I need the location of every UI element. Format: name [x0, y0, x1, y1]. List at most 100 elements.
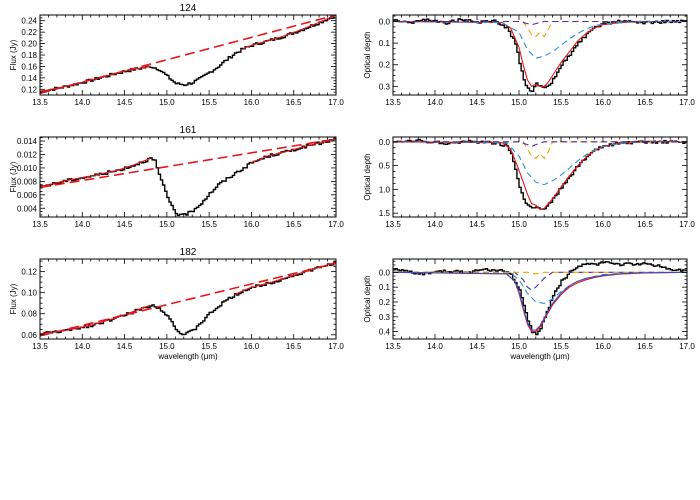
flux-161-frame	[39, 136, 337, 218]
tau-124-xtick-label: 15.5	[553, 98, 569, 107]
flux-124-xtick-label: 15.5	[201, 98, 217, 107]
flux-124-ytick-label: 0.12	[21, 85, 37, 94]
tau-182-frame	[392, 258, 688, 340]
flux-182-ytick-label: 0.06	[21, 331, 37, 340]
tau-124-ytick-label: 0.0	[379, 17, 391, 26]
tau-124-series-group	[393, 18, 687, 92]
tau-182-panel: 13.5 14.0 14.5 15.0 15.5 16.0 16.5 17.0 0.0 0.1 0.…	[363, 258, 695, 361]
tau-182-series-5	[393, 271, 687, 331]
tau-124-xtick-label: 15.0	[511, 98, 527, 107]
flux-161-ylabel: Flux (Jy)	[9, 161, 18, 192]
tau-182-xtick-label: 15.0	[511, 342, 527, 351]
flux-161-series-2	[40, 157, 151, 188]
tau-182-ytick-label: 0.0	[379, 268, 391, 277]
tau-124-ytick-label: 0.1	[379, 39, 391, 48]
tau-161-xtick-label: 13.5	[385, 220, 401, 229]
tau-161-xtick-label: 16.5	[637, 220, 653, 229]
flux-161-ytick-label: 0.006	[17, 191, 38, 200]
tau-182-xtick-label: 17.0	[679, 342, 695, 351]
flux-182-ylabel: Flux (Jy)	[9, 283, 18, 314]
tau-182-series-3	[393, 271, 687, 291]
tau-182-series-2	[393, 271, 687, 304]
flux-182-title: 182	[180, 247, 197, 258]
flux-161-xtick-label: 16.5	[286, 220, 302, 229]
tau-161-ytick-label: 0.0	[379, 138, 391, 147]
flux-182-frame	[39, 258, 337, 340]
flux-124-ytick-label: 0.14	[21, 74, 37, 83]
tau-161-xtick-label: 15.0	[511, 220, 527, 229]
flux-182-series-3	[234, 261, 336, 296]
flux-124-title: 124	[180, 3, 197, 14]
tau-182-ytick-label: 0.2	[379, 298, 391, 307]
flux-124-xtick-label: 16.0	[244, 98, 260, 107]
flux-182-series-0	[40, 261, 336, 336]
tau-182-xtick-label: 14.5	[469, 342, 485, 351]
flux-182-series-1	[40, 262, 336, 337]
flux-182-xtick-label: 16.0	[244, 342, 260, 351]
flux-161-series-group	[40, 137, 336, 217]
tau-182-xlabel: wavelength (μm)	[509, 352, 570, 361]
flux-182-xlabel: wavelength (μm)	[157, 352, 218, 361]
flux-182-xtick-label: 14.5	[117, 342, 133, 351]
flux-182-xtick-label: 15.5	[201, 342, 217, 351]
tau-182-series-4	[393, 271, 687, 275]
tau-124-ylabel: Optical depth	[363, 31, 372, 78]
tau-182-ylabel: Optical depth	[363, 275, 372, 322]
flux-182-ytick-label: 0.12	[21, 268, 37, 277]
flux-161-ytick-label: 0.004	[17, 204, 38, 213]
tau-161-xtick-label: 17.0	[679, 220, 695, 229]
tau-161-xtick-label: 15.5	[553, 220, 569, 229]
tau-124-series-2	[393, 20, 687, 59]
flux-161-ytick-label: 0.012	[17, 150, 38, 159]
flux-182-ytick-label: 0.10	[21, 289, 37, 298]
tau-124-xtick-label: 13.5	[385, 98, 401, 107]
flux-182-panel: 13.5 14.0 14.5 15.0 15.5 16.0 16.5 17.0 0.06 0.08…	[9, 247, 344, 361]
tau-161-ytick-label: 1.0	[379, 185, 391, 194]
tau-124-xtick-label: 16.0	[595, 98, 611, 107]
tau-161-series-0	[393, 138, 687, 210]
flux-161-xtick-label: 16.0	[244, 220, 260, 229]
tau-124-panel: 13.5 14.0 14.5 15.0 15.5 16.0 16.5 17.0 0.0 0.1 0.…	[363, 14, 695, 107]
tau-124-series-3	[393, 20, 687, 38]
tau-182-xtick-label: 16.0	[595, 342, 611, 351]
flux-161-series-3	[251, 138, 336, 164]
flux-124-series-0	[40, 15, 336, 93]
flux-182-xtick-label: 13.5	[32, 342, 48, 351]
tau-161-series-group	[393, 138, 687, 211]
tau-182-xtick-label: 16.5	[637, 342, 653, 351]
flux-182-xtick-label: 17.0	[328, 342, 344, 351]
flux-124-ytick-label: 0.16	[21, 62, 37, 71]
tau-124-xtick-label: 17.0	[679, 98, 695, 107]
flux-161-panel: 13.5 14.0 14.5 15.0 15.5 16.0 16.5 17.0 0.004 0.0…	[9, 125, 344, 229]
flux-161-ytick-label: 0.010	[17, 164, 38, 173]
flux-124-panel: 13.5 14.0 14.5 15.0 15.5 16.0 16.5 17.0 0.12 0.14…	[9, 3, 344, 107]
flux-161-xtick-label: 14.5	[117, 220, 133, 229]
tau-161-xtick-label: 16.0	[595, 220, 611, 229]
tau-161-ytick-label: 1.5	[379, 209, 391, 218]
tau-124-xtick-label: 14.5	[469, 98, 485, 107]
flux-161-xtick-label: 14.0	[74, 220, 90, 229]
tau-182-xtick-label: 15.5	[553, 342, 569, 351]
flux-124-ylabel: Flux (Jy)	[9, 39, 18, 70]
tau-182-xtick-label: 13.5	[385, 342, 401, 351]
tau-124-series-4	[393, 20, 687, 26]
flux-182-ytick-label: 0.08	[21, 310, 37, 319]
tau-182-series-1	[393, 271, 687, 333]
tau-161-series-1	[393, 141, 687, 211]
tau-182-series-group	[393, 261, 687, 336]
tau-124-xtick-label: 16.5	[637, 98, 653, 107]
flux-124-ytick-label: 0.22	[21, 28, 37, 37]
tau-161-xtick-label: 14.0	[427, 220, 443, 229]
flux-161-xtick-label: 15.5	[201, 220, 217, 229]
flux-161-series-1	[40, 138, 336, 189]
flux-124-xtick-label: 13.5	[32, 98, 48, 107]
flux-124-xtick-label: 15.0	[159, 98, 175, 107]
flux-124-ytick-label: 0.20	[21, 40, 37, 49]
tau-124-series-0	[393, 18, 687, 92]
flux-161-ytick-label: 0.014	[17, 137, 38, 146]
flux-124-series-3	[242, 15, 336, 50]
tau-182-xtick-label: 14.0	[427, 342, 443, 351]
flux-161-title: 161	[180, 125, 197, 136]
tau-182-ytick-label: 0.3	[379, 313, 391, 322]
tau-182-series-0	[393, 261, 687, 336]
